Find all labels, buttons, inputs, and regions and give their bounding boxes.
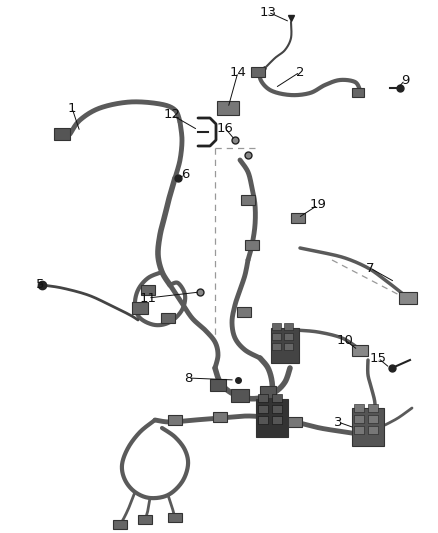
Bar — [271, 327, 299, 362]
Bar — [368, 426, 378, 434]
Bar — [210, 379, 226, 391]
Text: 5: 5 — [36, 278, 44, 290]
Text: 19: 19 — [310, 198, 326, 212]
Bar — [354, 415, 364, 423]
Bar — [258, 394, 268, 402]
Text: 9: 9 — [401, 74, 409, 86]
Bar — [272, 343, 281, 350]
Bar — [284, 323, 293, 330]
Bar — [168, 513, 182, 521]
Bar — [399, 292, 417, 304]
Bar — [354, 404, 364, 412]
Text: 16: 16 — [216, 122, 233, 134]
Bar — [231, 389, 249, 401]
Bar — [217, 101, 239, 115]
Text: 12: 12 — [163, 109, 180, 122]
Bar — [168, 415, 182, 425]
Text: 1: 1 — [68, 101, 76, 115]
Bar — [161, 313, 175, 323]
Bar — [352, 344, 368, 356]
Bar — [113, 520, 127, 529]
Text: 3: 3 — [334, 416, 342, 429]
Bar — [245, 240, 259, 250]
Bar — [241, 195, 255, 205]
Bar — [256, 399, 288, 437]
Bar — [272, 394, 282, 402]
Bar — [272, 405, 282, 413]
Bar — [291, 213, 305, 223]
Bar — [368, 404, 378, 412]
Text: 13: 13 — [259, 5, 276, 19]
Bar — [237, 307, 251, 317]
Bar — [132, 302, 148, 314]
Bar — [352, 87, 364, 96]
Text: 14: 14 — [230, 66, 247, 78]
Text: 15: 15 — [370, 351, 386, 365]
Bar — [141, 285, 155, 295]
Bar — [272, 416, 282, 424]
Bar — [138, 514, 152, 523]
Bar — [54, 128, 70, 140]
Text: 2: 2 — [296, 66, 304, 78]
Text: 6: 6 — [181, 168, 189, 182]
Bar — [354, 426, 364, 434]
Bar — [258, 405, 268, 413]
Bar — [284, 333, 293, 340]
Bar — [213, 412, 227, 422]
Bar — [288, 417, 302, 427]
Bar — [272, 323, 281, 330]
Bar — [260, 386, 276, 398]
Bar — [258, 416, 268, 424]
Text: 11: 11 — [139, 292, 156, 304]
Bar — [284, 343, 293, 350]
Bar — [352, 408, 384, 446]
Bar — [368, 415, 378, 423]
Text: 10: 10 — [336, 334, 353, 346]
Bar — [251, 67, 265, 77]
Text: 8: 8 — [184, 372, 192, 384]
Text: 7: 7 — [366, 262, 374, 274]
Bar — [272, 333, 281, 340]
